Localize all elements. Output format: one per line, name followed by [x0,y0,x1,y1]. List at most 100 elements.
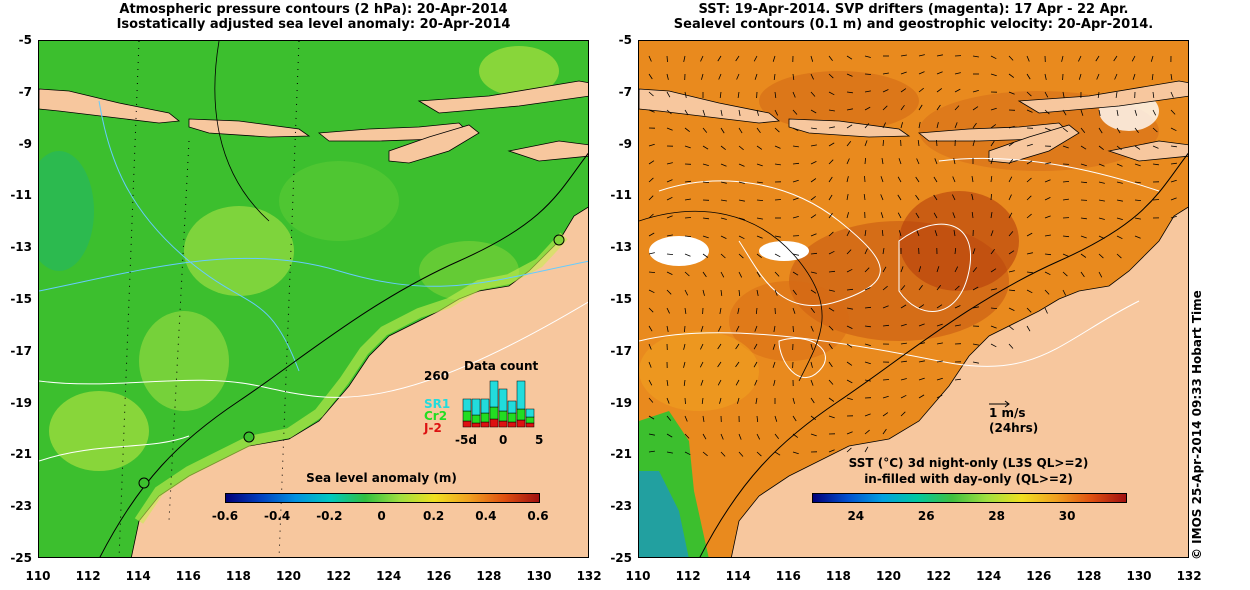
velocity-arrow [684,217,692,219]
velocity-arrow [666,73,669,80]
velocity-arrow [1096,73,1100,80]
velocity-arrow [648,397,654,403]
sst-colorbar [812,493,1127,503]
velocity-arrow [846,91,853,94]
velocity-arrow [810,161,817,165]
longitude-tick-label: 128 [1076,569,1102,583]
longitude-tick-label: 118 [825,569,851,583]
velocity-arrow [738,253,744,259]
velocity-arrow [864,287,871,291]
velocity-arrow [720,199,727,202]
histogram-bar [480,412,490,423]
velocity-arrow [1062,235,1070,238]
latitude-tick-label: -5 [618,33,632,47]
velocity-arrow [683,343,686,350]
velocity-arrow [915,212,920,219]
velocity-arrow [756,433,761,440]
velocity-arrow [774,127,780,133]
velocity-arrow [864,267,870,273]
velocity-arrow [846,268,853,273]
velocity-arrow [936,304,943,309]
velocity-arrow [792,271,799,276]
velocity-arrow [648,109,655,113]
velocity-arrow [1170,91,1174,98]
velocity-arrow [1044,127,1051,131]
sst-colorbar-label-2: in-filled with day-only (QL>=2) [864,472,1073,486]
velocity-arrow [684,127,690,133]
velocity-arrow [792,433,799,438]
velocity-arrow [1026,271,1034,274]
latitude-tick-label: -23 [10,499,32,514]
velocity-arrow [1116,163,1123,167]
velocity-arrow [990,124,997,129]
velocity-arrow [792,289,797,296]
velocity-arrow [753,361,758,368]
velocity-arrow [1026,73,1031,80]
velocity-arrow [972,286,979,291]
velocity-arrow [828,361,833,368]
velocity-arrow [648,361,652,368]
velocity-arrow [1044,73,1047,80]
velocity-arrow [702,127,708,133]
velocity-arrow [828,231,834,237]
latitude-tick-label: -15 [610,292,632,306]
velocity-arrow [1152,127,1158,133]
velocity-arrow [756,253,762,259]
velocity-arrow [701,73,704,80]
velocity-arrow [684,307,687,314]
velocity-arrow [1115,91,1118,98]
velocity-arrow [810,178,817,183]
velocity-arrow [846,124,853,129]
histogram-bar [480,398,490,414]
velocity-arrow [1008,73,1015,78]
velocity-arrow [918,304,925,309]
longitude-tick-label: 122 [326,569,352,583]
velocity-arrow [828,194,833,201]
velocity-arrow [792,451,799,455]
velocity-arrow [1062,109,1067,116]
velocity-arrow [1116,217,1123,220]
velocity-arrow [684,415,688,422]
velocity-arrow [972,122,977,129]
velocity-arrow [933,212,938,219]
velocity-arrow [864,325,871,328]
velocity-arrow [666,397,670,404]
latitude-tick-label: -15 [10,292,32,306]
velocity-arrow [774,451,781,456]
velocity-arrow [666,307,670,314]
velocity-arrow [702,145,709,150]
velocity-arrow [990,176,993,183]
velocity-arrow [828,159,834,165]
velocity-arrow [954,266,959,273]
velocity-arrow [1098,145,1104,151]
velocity-arrow [897,194,902,201]
longitude-tick-label: 110 [625,569,651,583]
velocity-arrow [846,55,853,60]
histogram-bar [462,410,472,422]
longitude-tick-label: 120 [875,569,902,583]
velocity-arrow [1114,73,1118,80]
velocity-arrow [828,307,835,312]
velocity-arrow [881,229,884,237]
velocity-arrow [773,379,776,386]
velocity-arrow [810,397,815,404]
velocity-arrow [648,307,654,313]
velocity-arrow [828,325,834,331]
velocity-arrow [882,428,887,435]
velocity-arrow [738,145,744,151]
velocity-arrow [918,87,924,93]
longitude-tick-label: 120 [275,569,302,583]
velocity-arrow [1062,271,1068,277]
velocity-arrow [810,214,817,219]
velocity-arrow [900,411,906,417]
histogram-bar [489,418,499,428]
velocity-arrow [864,429,870,435]
velocity-arrow [918,394,925,399]
velocity-arrow [717,361,722,368]
velocity-arrow [936,377,943,381]
velocity-arrow [1008,125,1015,129]
velocity-arrow [990,212,993,219]
velocity-arrow [1080,253,1087,258]
velocity-arrow [735,379,740,386]
velocity-arrow [882,305,889,309]
